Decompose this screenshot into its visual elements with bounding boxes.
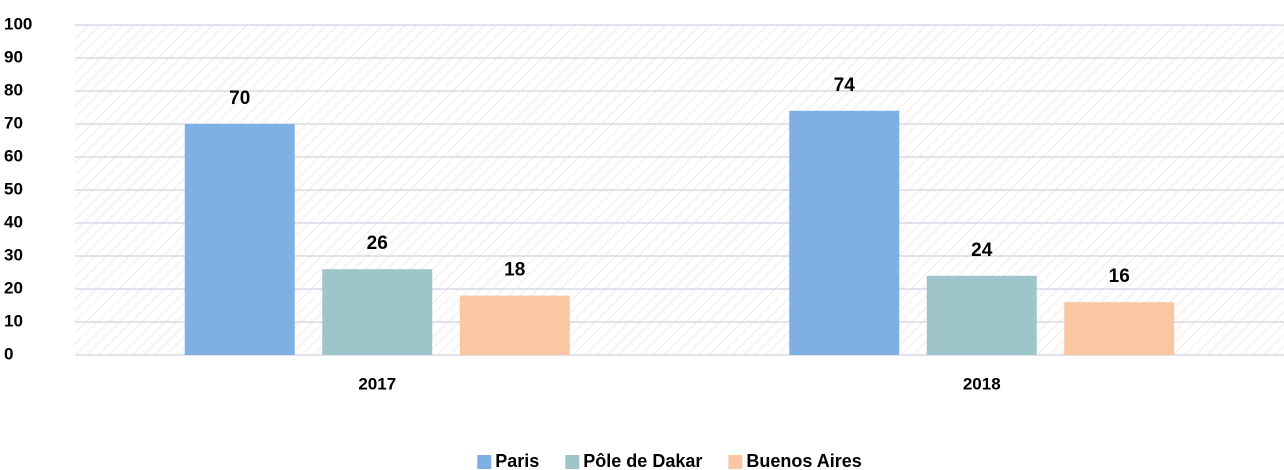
- legend-label: Pôle de Dakar: [583, 451, 702, 470]
- bar: [459, 295, 570, 355]
- x-tick-label: 2017: [358, 374, 396, 393]
- data-label: 26: [367, 233, 388, 254]
- bar: [926, 275, 1037, 355]
- legend-label: Paris: [495, 451, 539, 470]
- y-tick-label: 0: [4, 344, 13, 363]
- legend-swatch: [728, 455, 743, 469]
- y-tick-label: 100: [4, 14, 32, 33]
- y-tick-label: 20: [4, 278, 23, 297]
- y-tick-label: 40: [4, 212, 23, 231]
- bar: [322, 269, 433, 355]
- bar: [1064, 302, 1175, 355]
- y-tick-label: 70: [4, 113, 23, 132]
- bar: [184, 124, 295, 355]
- x-tick-label: 2018: [963, 374, 1001, 393]
- y-tick-label: 10: [4, 311, 23, 330]
- y-tick-label: 30: [4, 245, 23, 264]
- data-label: 24: [971, 240, 993, 261]
- y-tick-label: 50: [4, 179, 23, 198]
- legend-swatch: [477, 455, 492, 469]
- data-label: 74: [834, 75, 856, 96]
- data-label: 16: [1109, 266, 1130, 287]
- y-tick-label: 90: [4, 47, 23, 66]
- legend-label: Buenos Aires: [746, 451, 861, 470]
- legend-swatch: [565, 455, 580, 469]
- y-tick-label: 60: [4, 146, 23, 165]
- data-label: 18: [504, 260, 525, 281]
- bar: [789, 110, 900, 355]
- data-label: 70: [229, 88, 250, 109]
- y-tick-label: 80: [4, 80, 23, 99]
